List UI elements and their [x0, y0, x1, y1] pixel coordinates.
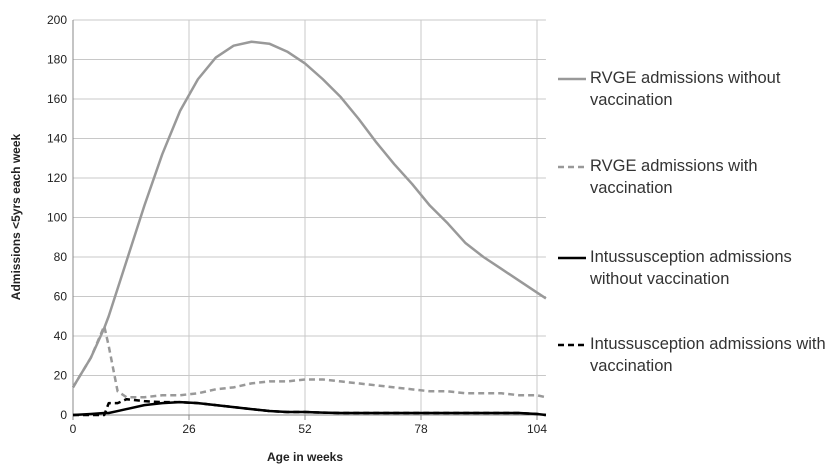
y-tick-label: 0 [60, 408, 67, 422]
series-line [71, 324, 547, 399]
legend-entry: Intussusception admissions without vacci… [556, 246, 835, 290]
y-tick-label: 160 [47, 92, 67, 106]
y-tick-label: 60 [54, 290, 68, 304]
x-tick-label: 0 [70, 422, 77, 436]
legend-entry: Intussusception admissions with vaccinat… [556, 333, 835, 377]
legend-entry: RVGE admissions with vaccination [556, 155, 835, 199]
y-tick-label: 100 [47, 211, 67, 225]
y-tick-label: 180 [47, 53, 67, 67]
legend-swatch [558, 165, 586, 169]
y-tick-label: 200 [47, 13, 67, 27]
x-tick-label: 52 [298, 422, 312, 436]
legend-label: Intussusception admissions without vacci… [590, 248, 792, 288]
x-tick-label: 104 [527, 422, 547, 436]
y-tick-label: 140 [47, 132, 67, 146]
y-axis-title: Admissions <5yrs each week [9, 133, 23, 300]
y-tick-label: 80 [54, 250, 68, 264]
legend-label: RVGE admissions without vaccination [590, 69, 781, 109]
x-axis-title: Age in weeks [267, 450, 343, 464]
x-tick-label: 26 [182, 422, 196, 436]
chart: Age in weeks Admissions <5yrs each week … [9, 13, 547, 464]
y-tick-label: 120 [47, 171, 67, 185]
legend-swatch [558, 77, 586, 81]
legend-label: Intussusception admissions with vaccinat… [590, 335, 826, 375]
x-tick-label: 78 [414, 422, 428, 436]
legend-entry: RVGE admissions without vaccination [556, 67, 835, 111]
y-tick-label: 20 [54, 369, 68, 383]
legend-swatch [558, 256, 586, 260]
legend-label: RVGE admissions with vaccination [590, 157, 758, 197]
series-line [71, 40, 547, 388]
legend-swatch [558, 343, 586, 347]
series-line [73, 397, 547, 417]
y-tick-label: 40 [54, 329, 68, 343]
